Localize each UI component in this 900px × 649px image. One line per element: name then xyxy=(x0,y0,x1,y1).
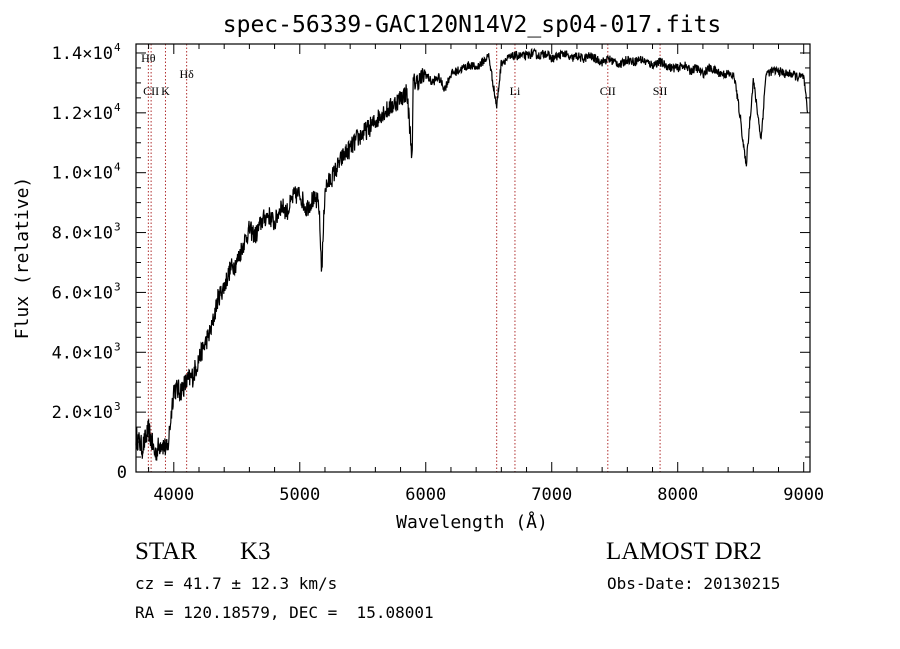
x-axis-label: Wavelength (Å) xyxy=(396,511,548,533)
y-tick-label: 4.0×10 3 xyxy=(52,340,121,363)
y-tick-exponent: 3 xyxy=(114,221,121,234)
spectral-line-label: Hδ xyxy=(179,67,194,81)
sky-coordinates: RA = 120.18579, DEC = 15.08001 xyxy=(135,603,434,622)
spectral-line-label: SII xyxy=(653,84,668,98)
object-class: STAR xyxy=(135,538,197,565)
x-tick-label: 5000 xyxy=(279,485,320,505)
y-tick-text: 0 xyxy=(117,463,127,483)
spectral-line-label: CII xyxy=(143,84,159,98)
spectrum-series xyxy=(135,47,809,461)
y-tick-text: 6.0×10 xyxy=(52,283,113,303)
survey-name: LAMOST DR2 xyxy=(606,538,762,565)
x-tick-label: 8000 xyxy=(657,485,698,505)
y-tick-label: 2.0×10 3 xyxy=(52,400,121,423)
spectral-line-label: CII xyxy=(600,84,616,98)
x-tick-label: 4000 xyxy=(153,485,194,505)
spectral-line-label: Li xyxy=(510,84,521,98)
y-tick-label: 1.4×10 4 xyxy=(52,41,121,64)
y-tick-label: 6.0×10 3 xyxy=(52,280,121,303)
x-tick-labels: 4000 5000 6000 7000 8000 9000 xyxy=(153,485,824,505)
y-tick-exponent: 3 xyxy=(114,280,121,293)
y-tick-text: 4.0×10 xyxy=(52,343,113,363)
y-tick-text: 2.0×10 xyxy=(52,403,113,423)
y-tick-exponent: 4 xyxy=(114,161,121,174)
y-tick-text: 1.0×10 xyxy=(52,164,113,184)
y-axis-label: Flux (relative) xyxy=(12,177,33,340)
y-tick-exponent: 4 xyxy=(114,41,121,54)
spectral-line-label: Hθ xyxy=(141,51,156,65)
y-tick-text: 1.4×10 xyxy=(52,44,113,64)
y-tick-label: 1.2×10 4 xyxy=(52,101,121,124)
y-tick-exponent: 4 xyxy=(114,101,121,114)
x-tick-label: 6000 xyxy=(405,485,446,505)
observation-date: Obs-Date: 20130215 xyxy=(607,574,781,593)
y-tick-label: 0 xyxy=(117,463,127,483)
x-tick-label: 7000 xyxy=(531,485,572,505)
y-tick-text: 1.2×10 xyxy=(52,104,113,124)
y-tick-exponent: 3 xyxy=(114,400,121,413)
y-tick-exponent: 3 xyxy=(114,340,121,353)
y-tick-label: 8.0×10 3 xyxy=(52,221,121,244)
chart-title: spec-56339-GAC120N14V2_sp04-017.fits xyxy=(223,12,722,38)
plot-frame xyxy=(135,43,811,473)
x-tick-label: 9000 xyxy=(783,485,824,505)
y-tick-label: 1.0×10 4 xyxy=(52,161,121,184)
axis-ticks xyxy=(136,44,810,473)
spectral-line-label: K xyxy=(161,84,170,98)
y-tick-text: 8.0×10 xyxy=(52,224,113,244)
object-subclass: K3 xyxy=(240,538,271,565)
spectral-line-markers xyxy=(147,44,661,472)
y-tick-labels: 02.0×10 34.0×10 36.0×10 38.0×10 31.0×10 41.2×… xyxy=(52,41,127,483)
redshift-velocity: cz = 41.7 ± 12.3 km/s xyxy=(135,574,338,593)
